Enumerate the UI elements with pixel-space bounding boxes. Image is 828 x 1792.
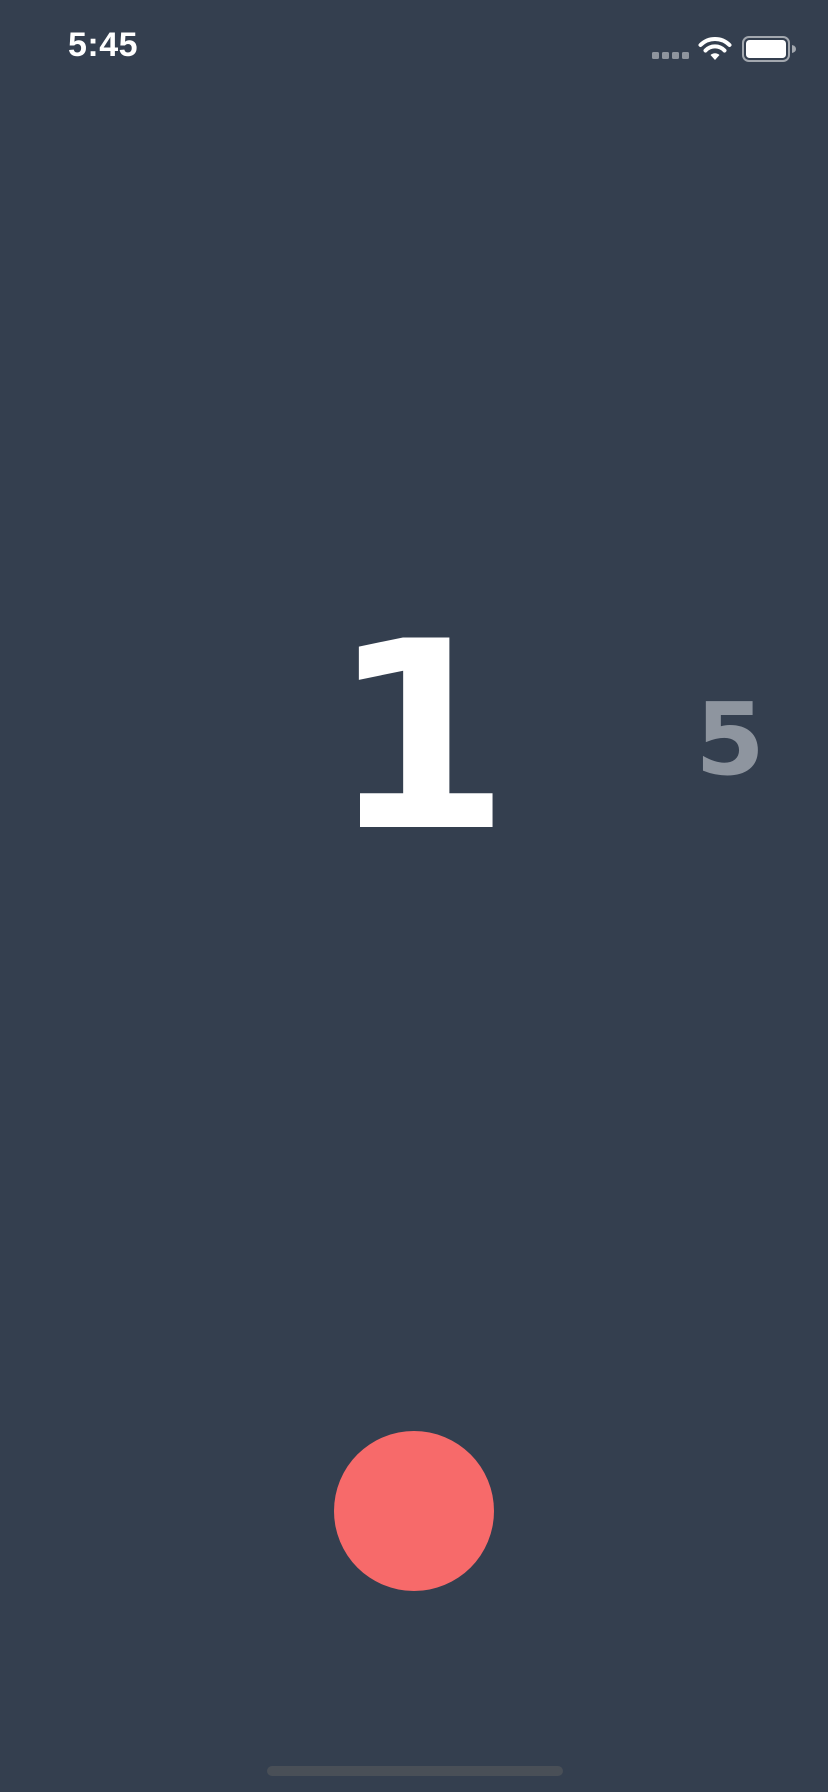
current-count: 1 — [329, 587, 511, 889]
wifi-icon — [698, 37, 732, 60]
status-time: 5:45 — [68, 26, 139, 64]
record-button[interactable] — [334, 1431, 494, 1591]
battery-icon — [742, 36, 796, 62]
next-count: 5 — [695, 681, 765, 798]
home-indicator[interactable] — [267, 1766, 563, 1776]
cellular-signal-icon — [652, 52, 692, 62]
